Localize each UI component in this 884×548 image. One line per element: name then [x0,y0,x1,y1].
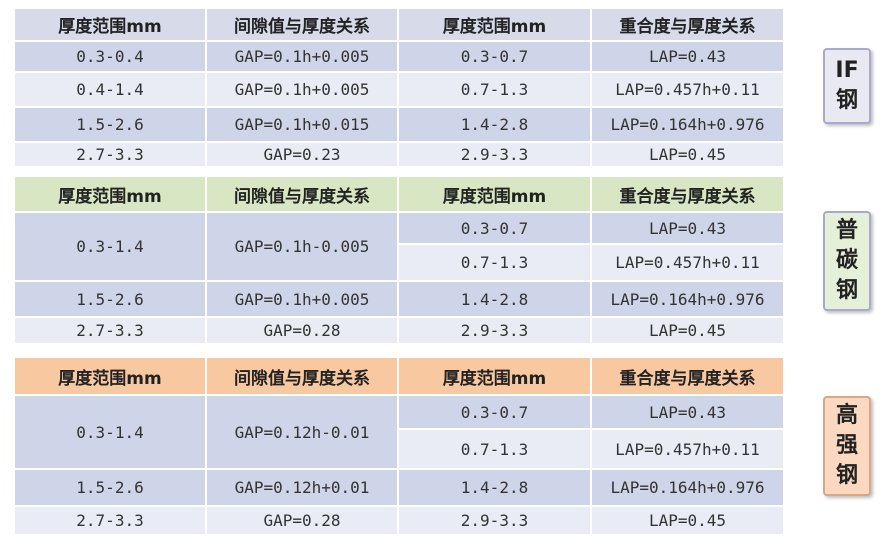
header-thickness-range: 厚度范围mm [13,356,207,396]
thickness-cell: 1.5-2.6 [13,280,207,318]
header-thickness-range-2: 厚度范围mm [397,7,592,42]
header-thickness-range-2: 厚度范围mm [397,175,592,213]
thickness-cell: 0.3-1.4 [13,211,207,282]
table-row: 0.3-0.4 GAP=0.1h+0.005 0.3-0.7 LAP=0.43 [13,40,785,73]
thickness-cell: 1.5-2.6 [13,106,207,143]
if-steel-table: 厚度范围mm 间隙值与厚度关系 厚度范围mm 重合度与厚度关系 0.3-0.4 … [13,7,785,168]
thickness-cell: 0.7-1.3 [397,243,592,282]
thickness-cell: 2.7-3.3 [13,316,207,345]
table-header-row: 厚度范围mm 间隙值与厚度关系 厚度范围mm 重合度与厚度关系 [13,7,785,42]
high-strength-steel-table: 厚度范围mm 间隙值与厚度关系 厚度范围mm 重合度与厚度关系 0.3-1.4 … [13,356,785,536]
lap-cell: LAP=0.457h+0.11 [590,71,785,108]
thickness-cell: 0.3-0.7 [397,211,592,245]
gap-cell: GAP=0.28 [205,505,399,536]
if-steel-badge: IF钢 [823,48,871,124]
gap-cell: GAP=0.1h+0.005 [205,40,399,73]
gap-cell: GAP=0.23 [205,141,399,168]
gap-cell: GAP=0.12h+0.01 [205,468,399,507]
thickness-cell: 1.4-2.8 [397,468,592,507]
plain-carbon-steel-badge: 普碳钢 [823,211,871,311]
header-gap-relation: 间隙值与厚度关系 [205,356,399,396]
lap-cell: LAP=0.43 [590,211,785,245]
thickness-cell: 0.3-1.4 [13,394,207,470]
lap-cell: LAP=0.164h+0.976 [590,468,785,507]
table-row: 1.5-2.6 GAP=0.1h+0.015 1.4-2.8 LAP=0.164… [13,106,785,143]
header-gap-relation: 间隙值与厚度关系 [205,7,399,42]
gap-cell: GAP=0.1h-0.005 [205,211,399,282]
thickness-cell: 0.7-1.3 [397,428,592,470]
table-row: 1.5-2.6 GAP=0.1h+0.005 1.4-2.8 LAP=0.164… [13,280,785,318]
table-row: 0.7-1.3 LAP=0.457h+0.11 [14,243,785,282]
table-header-row: 厚度范围mm 间隙值与厚度关系 厚度范围mm 重合度与厚度关系 [13,175,785,213]
thickness-cell: 0.3-0.7 [397,394,592,430]
thickness-cell: 2.7-3.3 [13,141,207,168]
table-row: 0.7-1.3 LAP=0.457h+0.11 [14,428,785,470]
table-header-row: 厚度范围mm 间隙值与厚度关系 厚度范围mm 重合度与厚度关系 [13,356,785,396]
thickness-cell: 0.3-0.4 [13,40,207,73]
lap-cell: LAP=0.43 [590,394,785,430]
header-lap-relation: 重合度与厚度关系 [590,175,785,213]
table-row: 0.3-1.4 GAP=0.1h-0.005 0.3-0.7 LAP=0.43 [13,211,785,282]
thickness-cell: 0.3-0.7 [397,40,592,73]
header-thickness-range: 厚度范围mm [13,7,207,42]
high-strength-steel-badge: 高强钢 [823,396,871,496]
table-row: 2.7-3.3 GAP=0.28 2.9-3.3 LAP=0.45 [13,316,785,345]
gap-cell: GAP=0.1h+0.005 [205,280,399,318]
thickness-cell: 1.4-2.8 [397,280,592,318]
thickness-cell: 0.4-1.4 [13,71,207,108]
gap-cell: GAP=0.1h+0.015 [205,106,399,143]
header-thickness-range: 厚度范围mm [13,175,207,213]
thickness-cell: 2.9-3.3 [397,141,592,168]
table-row: 0.4-1.4 GAP=0.1h+0.005 0.7-1.3 LAP=0.457… [13,71,785,108]
thickness-cell: 2.7-3.3 [13,505,207,536]
lap-cell: LAP=0.45 [590,505,785,536]
table-row: 1.5-2.6 GAP=0.12h+0.01 1.4-2.8 LAP=0.164… [13,468,785,507]
lap-cell: LAP=0.164h+0.976 [590,280,785,318]
lap-cell: LAP=0.164h+0.976 [590,106,785,143]
table-row: 2.7-3.3 GAP=0.28 2.9-3.3 LAP=0.45 [13,505,785,536]
badge-label: IF钢 [835,58,859,113]
gap-cell: GAP=0.1h+0.005 [205,71,399,108]
header-thickness-range-2: 厚度范围mm [397,356,592,396]
header-gap-relation: 间隙值与厚度关系 [205,175,399,213]
header-lap-relation: 重合度与厚度关系 [590,356,785,396]
thickness-cell: 2.9-3.3 [397,316,592,345]
gap-cell: GAP=0.12h-0.01 [205,394,399,470]
lap-cell: LAP=0.45 [590,316,785,345]
thickness-cell: 1.5-2.6 [13,468,207,507]
lap-cell: LAP=0.457h+0.11 [590,428,785,470]
lap-cell: LAP=0.43 [590,40,785,73]
badge-label: 普碳钢 [835,218,858,303]
table-row: 2.7-3.3 GAP=0.23 2.9-3.3 LAP=0.45 [13,141,785,168]
lap-cell: LAP=0.457h+0.11 [590,243,785,282]
table-row: 0.3-1.4 GAP=0.12h-0.01 0.3-0.7 LAP=0.43 [13,394,785,470]
gap-cell: GAP=0.28 [205,316,399,345]
lap-cell: LAP=0.45 [590,141,785,168]
header-lap-relation: 重合度与厚度关系 [590,7,785,42]
thickness-cell: 1.4-2.8 [397,106,592,143]
plain-carbon-steel-table: 厚度范围mm 间隙值与厚度关系 厚度范围mm 重合度与厚度关系 0.3-1.4 … [13,175,785,345]
badge-label: 高强钢 [835,403,858,488]
thickness-cell: 0.7-1.3 [397,71,592,108]
thickness-cell: 2.9-3.3 [397,505,592,536]
